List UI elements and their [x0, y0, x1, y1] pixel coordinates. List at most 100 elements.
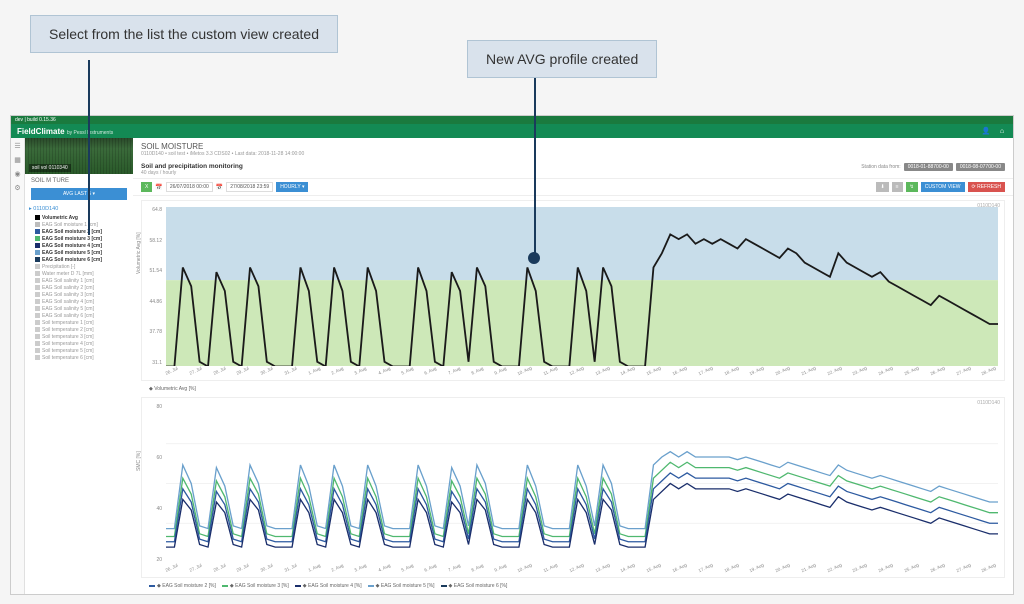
tree-item-label: EAG Soil moisture 4 [cm] — [42, 243, 102, 249]
rail-icon-2[interactable]: ▦ — [14, 156, 22, 164]
calendar-icon-2[interactable]: 📅 — [216, 184, 223, 191]
tree-item-label: Soil temperature 2 [cm] — [42, 327, 94, 333]
page-title: SOIL MOISTURE — [141, 142, 1005, 151]
tree-item[interactable]: EAG Soil salinity 2 [cm] — [29, 284, 129, 291]
chart-icon[interactable]: ↯ — [906, 182, 918, 192]
station-data-label: Station data from: — [861, 164, 900, 170]
panel-sub: 40 days / hourly — [141, 170, 243, 176]
tree-item[interactable]: EAG Soil moisture 3 [cm] — [29, 235, 129, 242]
tree-item[interactable]: EAG Soil salinity 6 [cm] — [29, 312, 129, 319]
swatch-icon — [35, 229, 40, 234]
custom-view-button[interactable]: CUSTOM VIEW — [921, 182, 965, 192]
chart-2: 0110D140 80604020 SMC [%] 26. Jul27. Jul… — [141, 397, 1005, 578]
logo-main: FieldClimate — [17, 127, 65, 136]
tree-item[interactable]: Precipitation [-] — [29, 263, 129, 270]
legend-swatch-icon — [441, 585, 447, 587]
rail-icon-1[interactable]: ☰ — [14, 142, 22, 150]
tree-item[interactable]: Soil temperature 4 [cm] — [29, 340, 129, 347]
tree-item-label: Soil temperature 4 [cm] — [42, 341, 94, 347]
chart1-plot — [166, 207, 998, 366]
callout-dot-right — [528, 252, 540, 264]
left-sidebar: soil vol 0110340 SOIL M TURE AVG LAST 5 … — [25, 138, 133, 594]
charts: 0110D140 64.858.1251.5444.8637.7831.1 Vo… — [133, 196, 1013, 594]
tree-item-label: Water meter D 7L [mm] — [42, 271, 94, 277]
hourly-button[interactable]: HOURLY ▾ — [276, 182, 308, 192]
tree-item-label: Soil temperature 1 [cm] — [42, 320, 94, 326]
chart1-y-axis: 64.858.1251.5444.8637.7831.1 — [142, 207, 164, 366]
tool-icon[interactable]: ≡ — [892, 182, 903, 192]
legend-swatch-icon — [368, 585, 374, 587]
swatch-icon — [35, 243, 40, 248]
tree-item-label: EAG Soil salinity 3 [cm] — [42, 292, 94, 298]
swatch-icon — [35, 306, 40, 311]
body: ☰ ▦ ◉ ⚙ soil vol 0110340 SOIL M TURE AVG… — [11, 138, 1013, 594]
swatch-icon — [35, 236, 40, 241]
tree-item[interactable]: Soil temperature 1 [cm] — [29, 319, 129, 326]
app-window: dev | build 0.15.36 FieldClimate by Pess… — [10, 115, 1014, 595]
legend-label: ◆ EAG Soil moisture 5 [%] — [376, 583, 435, 589]
field-thumb[interactable]: soil vol 0110340 — [25, 138, 133, 174]
date-to[interactable]: 27/08/2018 23:59 — [226, 182, 273, 192]
swatch-icon — [35, 313, 40, 318]
callout-line-left — [88, 60, 90, 235]
user-icon[interactable]: 👤 — [981, 126, 991, 136]
tree-item[interactable]: EAG Soil moisture 6 [cm] — [29, 256, 129, 263]
chart1-legend: ◆ Volumetric Avg [%] — [141, 385, 1005, 393]
swatch-icon — [35, 348, 40, 353]
dl-icon[interactable]: ⬇ — [876, 182, 888, 192]
tree-item[interactable]: Soil temperature 6 [cm] — [29, 354, 129, 361]
tree-item[interactable]: EAG Soil moisture 1 [cm] — [29, 221, 129, 228]
logo-sub: by Pessl Instruments — [67, 130, 113, 136]
build-strip: dev | build 0.15.36 — [11, 116, 1013, 124]
refresh-button[interactable]: ⟳ REFRESH — [968, 182, 1005, 192]
tree-item[interactable]: Water meter D 7L [mm] — [29, 270, 129, 277]
chart1-x-axis: 26. Jul27. Jul28. Jul29. Jul30. Jul31. J… — [166, 368, 998, 378]
swatch-icon — [35, 320, 40, 325]
tree-item[interactable]: EAG Soil moisture 5 [cm] — [29, 249, 129, 256]
chip-1[interactable]: 0018-01-88700-00 — [904, 163, 953, 171]
swatch-icon — [35, 257, 40, 262]
avg-dropdown-button[interactable]: AVG LAST 5 ▾ — [31, 188, 127, 200]
chart1-legend-item: ◆ Volumetric Avg [%] — [149, 386, 196, 392]
tree-item-label: EAG Soil salinity 5 [cm] — [42, 306, 94, 312]
tree-item[interactable]: Soil temperature 3 [cm] — [29, 333, 129, 340]
callout-left: Select from the list the custom view cre… — [30, 15, 338, 53]
chip-2[interactable]: 0018-08-07700-00 — [956, 163, 1005, 171]
swatch-icon — [35, 222, 40, 227]
tree-item[interactable]: Volumetric Avg — [29, 214, 129, 221]
rail-icon-3[interactable]: ◉ — [14, 170, 22, 178]
chart2-legend: ◆ EAG Soil moisture 2 [%]◆ EAG Soil mois… — [141, 582, 1005, 590]
tree-item[interactable]: EAG Soil salinity 3 [cm] — [29, 291, 129, 298]
rail-icon-4[interactable]: ⚙ — [14, 184, 22, 192]
tree-item-label: EAG Soil moisture 6 [cm] — [42, 257, 102, 263]
thumb-label: soil vol 0110340 — [29, 164, 71, 172]
tree-item[interactable]: EAG Soil moisture 2 [cm] — [29, 228, 129, 235]
excel-button[interactable]: X — [141, 182, 152, 192]
legend-label: ◆ EAG Soil moisture 6 [%] — [449, 583, 508, 589]
legend-item: ◆ EAG Soil moisture 5 [%] — [368, 583, 435, 589]
tree-item[interactable]: Soil temperature 5 [cm] — [29, 347, 129, 354]
legend-swatch-icon — [295, 585, 301, 587]
tree-item[interactable]: Soil temperature 2 [cm] — [29, 326, 129, 333]
callout-right: New AVG profile created — [467, 40, 657, 78]
tree-station[interactable]: ▸ 0110D140 — [29, 206, 129, 212]
tree-item-label: EAG Soil moisture 5 [cm] — [42, 250, 102, 256]
legend-item: ◆ EAG Soil moisture 4 [%] — [295, 583, 362, 589]
calendar-icon[interactable]: 📅 — [155, 184, 162, 191]
tree-item-label: EAG Soil salinity 6 [cm] — [42, 313, 94, 319]
tree-item[interactable]: EAG Soil salinity 4 [cm] — [29, 298, 129, 305]
tree-item-label: EAG Soil salinity 4 [cm] — [42, 299, 94, 305]
tree-item[interactable]: EAG Soil salinity 5 [cm] — [29, 305, 129, 312]
swatch-icon — [35, 341, 40, 346]
chart2-x-axis: 26. Jul27. Jul28. Jul29. Jul30. Jul31. J… — [166, 565, 998, 575]
swatch-icon — [35, 334, 40, 339]
chart-1: 0110D140 64.858.1251.5444.8637.7831.1 Vo… — [141, 200, 1005, 381]
chart2-y-axis: 80604020 — [142, 404, 164, 563]
tree-item-label: EAG Soil salinity 1 [cm] — [42, 278, 94, 284]
tree-item[interactable]: EAG Soil moisture 4 [cm] — [29, 242, 129, 249]
sidebar-section-title: SOIL M TURE — [25, 174, 133, 186]
tree-item[interactable]: EAG Soil salinity 1 [cm] — [29, 277, 129, 284]
swatch-icon — [35, 285, 40, 290]
date-from[interactable]: 26/07/2018 00:00 — [166, 182, 213, 192]
home-icon[interactable]: ⌂ — [997, 126, 1007, 136]
